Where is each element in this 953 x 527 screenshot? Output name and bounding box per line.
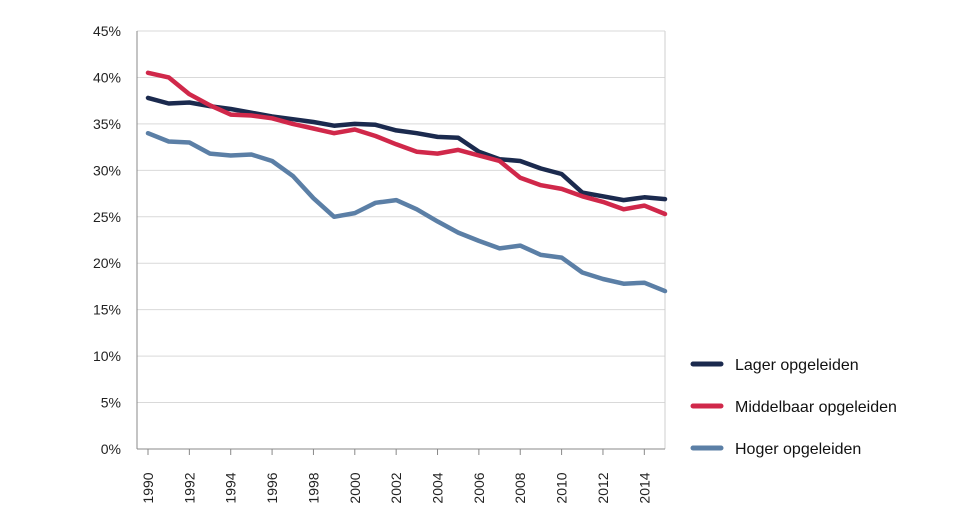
x-tick-label: 1998 (305, 472, 321, 503)
x-tick-label: 2004 (430, 472, 446, 503)
x-tick-label: 2014 (636, 472, 652, 503)
x-tick-label: 2012 (595, 472, 611, 503)
y-tick-label: 25% (93, 209, 121, 225)
y-tick-label: 30% (93, 162, 121, 178)
x-tick-label: 2008 (512, 472, 528, 503)
y-tick-label: 45% (93, 23, 121, 39)
x-axis-ticks: 1990 1992 1994 1996 1998 2000 2002 2004 2006 2008… (140, 449, 652, 504)
legend-label: Hoger opgeleiden (735, 441, 861, 458)
y-tick-label: 10% (93, 348, 121, 364)
y-tick-label: 20% (93, 255, 121, 271)
legend-label: Middelbaar opgeleiden (735, 399, 897, 416)
x-tick-label: 2000 (347, 472, 363, 503)
grid (137, 30, 665, 404)
series-lines (145, 70, 668, 294)
series-line (145, 95, 668, 203)
y-tick-label: 35% (93, 116, 121, 132)
y-tick-label: 15% (93, 302, 121, 318)
y-tick-label: 40% (93, 69, 121, 85)
series-line (145, 70, 668, 217)
y-axis-ticks: 0% 5% 10% 15% 20% 25% 30% 35% 40% 45% (93, 23, 121, 457)
series-line (145, 130, 668, 294)
x-tick-label: 1990 (140, 472, 156, 503)
y-tick-label: 5% (101, 395, 121, 411)
legend: Lager opgeleiden Middelbaar opgeleiden Hog… (690, 357, 897, 458)
x-tick-label: 1996 (264, 472, 280, 503)
legend-label: Lager opgeleiden (735, 357, 859, 374)
x-tick-label: 2010 (554, 472, 570, 503)
plot-frame (136, 31, 666, 450)
x-tick-label: 1994 (223, 472, 239, 503)
y-tick-label: 0% (101, 441, 121, 457)
x-tick-label: 1992 (181, 472, 197, 503)
x-tick-label: 2002 (388, 472, 404, 503)
x-tick-label: 2006 (471, 472, 487, 503)
